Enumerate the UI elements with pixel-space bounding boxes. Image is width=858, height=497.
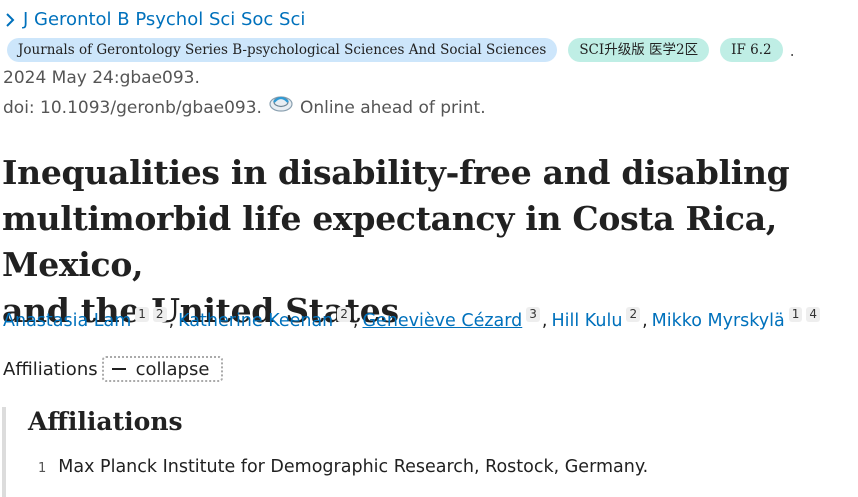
- author-separator: ,: [168, 311, 175, 331]
- affiliations-panel: Affiliations 1 Max Planck Institute for …: [2, 407, 858, 497]
- affiliation-ref[interactable]: 3: [526, 307, 540, 322]
- affiliations-label: Affiliations: [3, 358, 98, 380]
- author-link[interactable]: Hill Kulu: [551, 311, 623, 331]
- affiliation-ref[interactable]: 2: [337, 307, 351, 322]
- title-line-1: Inequalities in disability-free and disa…: [2, 153, 790, 192]
- affiliation-number: 1: [38, 461, 47, 476]
- publication-status: Online ahead of print.: [299, 98, 486, 118]
- badge-trailing-period: .: [789, 40, 795, 60]
- sci-category-badge: SCI升级版 医学2区: [568, 38, 710, 62]
- affiliations-heading: Affiliations: [28, 407, 183, 436]
- title-line-3: and the United States: [2, 291, 399, 330]
- affiliations-toggle-row: Affiliations collapse: [3, 356, 224, 382]
- affiliation-ref[interactable]: 1: [135, 307, 149, 322]
- affiliation-ref[interactable]: 4: [806, 307, 821, 322]
- affiliation-item: 1 Max Planck Institute for Demographic R…: [38, 457, 648, 477]
- collapse-button[interactable]: collapse: [101, 356, 224, 382]
- author-link[interactable]: Katherine Keenan: [178, 311, 334, 331]
- journal-abbrev-link[interactable]: J Gerontol B Psychol Sci Soc Sci: [23, 9, 306, 30]
- author-link[interactable]: Geneviève Cézard: [362, 311, 523, 331]
- journal-badges: Journals of Gerontology Series B-psychol…: [7, 38, 795, 62]
- impact-factor-badge: IF 6.2: [720, 38, 783, 62]
- affiliation-text: Max Planck Institute for Demographic Res…: [58, 457, 649, 477]
- journal-row: J Gerontol B Psychol Sci Soc Sci: [3, 9, 305, 30]
- doi-text: doi: 10.1093/geronb/gbae093.: [3, 98, 262, 118]
- collapse-label: collapse: [135, 358, 210, 380]
- online-ahead-icon: [269, 96, 293, 112]
- affiliation-ref[interactable]: 1: [788, 307, 803, 322]
- affiliation-ref[interactable]: 2: [152, 307, 167, 322]
- minus-icon: [111, 368, 126, 370]
- author-list: Anastasia Lam 1 2 , Katherine Keenan 2 ,…: [3, 307, 821, 331]
- citation-doi-row: doi: 10.1093/geronb/gbae093. Online ahea…: [3, 96, 486, 118]
- affiliation-ref[interactable]: 2: [626, 307, 641, 322]
- journal-fullname-badge: Journals of Gerontology Series B-psychol…: [7, 38, 558, 62]
- author-separator: ,: [642, 311, 648, 331]
- author-separator: ,: [352, 311, 359, 331]
- author-link[interactable]: Anastasia Lam: [3, 311, 132, 331]
- author-link[interactable]: Mikko Myrskylä: [651, 311, 785, 331]
- title-line-2: multimorbid life expectancy in Costa Ric…: [2, 199, 777, 284]
- chevron-right-icon[interactable]: [3, 12, 17, 28]
- citation-date: 2024 May 24:gbae093.: [3, 68, 200, 88]
- author-separator: ,: [541, 311, 548, 331]
- article-title: Inequalities in disability-free and disa…: [2, 150, 858, 334]
